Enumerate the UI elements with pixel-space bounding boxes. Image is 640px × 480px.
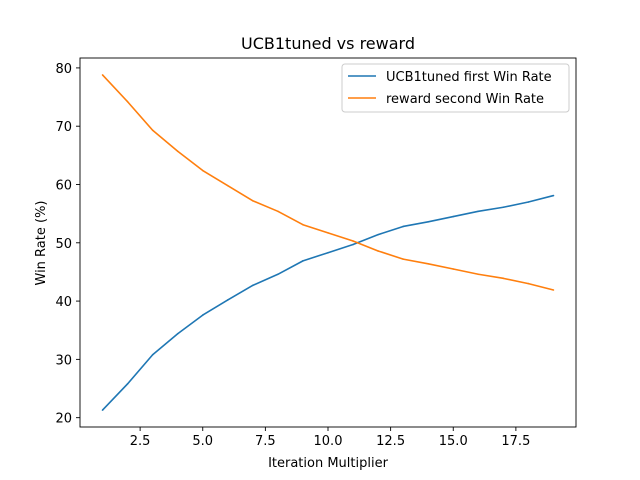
series-1-point	[377, 233, 379, 236]
series-1-point	[527, 201, 530, 203]
series-2-point	[477, 273, 480, 276]
series-1-point	[252, 284, 254, 287]
x-tick-label: 2.5	[130, 434, 151, 449]
series-2-point	[427, 262, 430, 265]
series-2-point	[302, 223, 304, 226]
y-axis-label: Win Rate (%)	[34, 201, 49, 286]
plot-area: 2.5 5.0 7.5 10.0 12.5 15.0 17.5 20 30 40 50 60 70 80	[55, 57, 577, 449]
series-2-point	[327, 232, 329, 234]
series-1-point	[126, 383, 129, 385]
x-axis-label: Iteration Multiplier	[268, 456, 389, 471]
series-1-point	[151, 353, 154, 356]
legend-label-1: UCB1tuned first Win Rate	[386, 70, 552, 85]
y-tick-label: 80	[55, 62, 72, 77]
series-1-point	[427, 221, 430, 223]
series-2-point	[227, 184, 229, 187]
series-2-point	[176, 150, 179, 153]
legend-box	[341, 63, 570, 113]
series-2-point	[151, 129, 154, 132]
series-1-point	[452, 215, 455, 218]
y-tick-label: 20	[55, 412, 72, 427]
series-2-point	[352, 240, 354, 242]
series-1-point	[176, 332, 179, 335]
y-tick-label: 60	[55, 178, 72, 193]
y-tick-label: 50	[55, 237, 72, 252]
x-tick-label: 17.5	[501, 434, 530, 449]
series-1-point	[477, 210, 480, 213]
series-1-point	[302, 260, 304, 262]
series-1-point	[352, 243, 354, 246]
chart-title: UCB1tuned vs reward	[241, 34, 415, 53]
y-tick-label: 30	[55, 353, 72, 368]
series-2-point	[277, 210, 279, 213]
series-1-point	[552, 194, 555, 197]
series-1-point	[502, 206, 505, 209]
x-tick-label: 5.0	[192, 434, 213, 449]
series-2-point	[452, 268, 455, 270]
x-tick-label: 10.0	[314, 434, 343, 449]
series-2-point	[402, 258, 404, 260]
series-2-point	[126, 100, 129, 103]
x-tick-label: 7.5	[255, 434, 276, 449]
series-1-point	[402, 225, 404, 228]
series-1-point	[101, 409, 104, 411]
y-tick-label: 40	[55, 295, 72, 310]
x-tick-label: 15.0	[439, 434, 468, 449]
series-2-point	[201, 169, 204, 172]
series-1-point	[277, 273, 279, 276]
series-2-point	[252, 200, 254, 202]
series-2-point	[101, 74, 104, 76]
series-2-point	[552, 289, 555, 291]
x-tick-label: 12.5	[376, 434, 405, 449]
y-tick-label: 70	[55, 120, 72, 135]
series-1-point	[201, 314, 204, 316]
series-1-point	[227, 299, 229, 301]
series-2-point	[527, 282, 530, 285]
series-2-point	[377, 250, 379, 252]
series-2-point	[502, 277, 505, 280]
legend-label-2: reward second Win Rate	[386, 92, 544, 107]
legend: UCB1tuned first Win Rate reward second Wi…	[341, 63, 570, 113]
series-1-point	[327, 251, 329, 254]
